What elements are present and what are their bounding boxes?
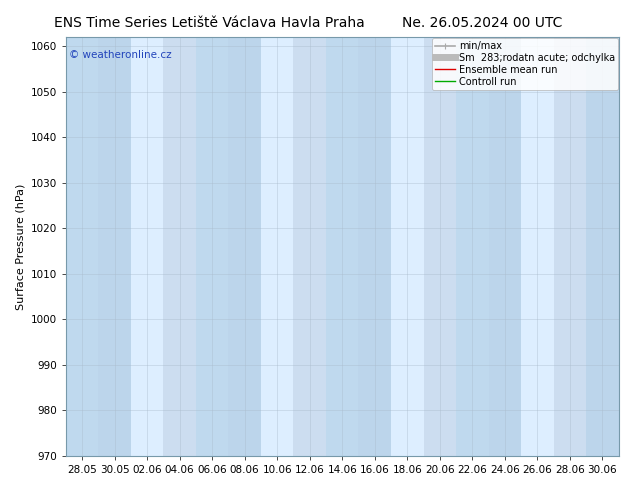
Bar	[196, 37, 261, 456]
Bar	[326, 37, 358, 456]
Text: Ne. 26.05.2024 00 UTC: Ne. 26.05.2024 00 UTC	[402, 16, 562, 30]
Legend: min/max, Sm  283;rodatn acute; odchylka, Ensemble mean run, Controll run: min/max, Sm 283;rodatn acute; odchylka, …	[432, 38, 618, 90]
Text: © weatheronline.cz: © weatheronline.cz	[68, 49, 171, 60]
Bar	[456, 37, 521, 456]
Bar	[326, 37, 391, 456]
Bar	[66, 37, 131, 456]
Bar	[196, 37, 228, 456]
Bar	[131, 37, 164, 456]
Bar	[391, 37, 424, 456]
Bar	[521, 37, 553, 456]
Text: ENS Time Series Letiště Václava Havla Praha: ENS Time Series Letiště Václava Havla Pr…	[54, 16, 365, 30]
Bar	[456, 37, 489, 456]
Bar	[66, 37, 98, 456]
Bar	[261, 37, 294, 456]
Y-axis label: Surface Pressure (hPa): Surface Pressure (hPa)	[15, 183, 25, 310]
Bar	[586, 37, 619, 456]
